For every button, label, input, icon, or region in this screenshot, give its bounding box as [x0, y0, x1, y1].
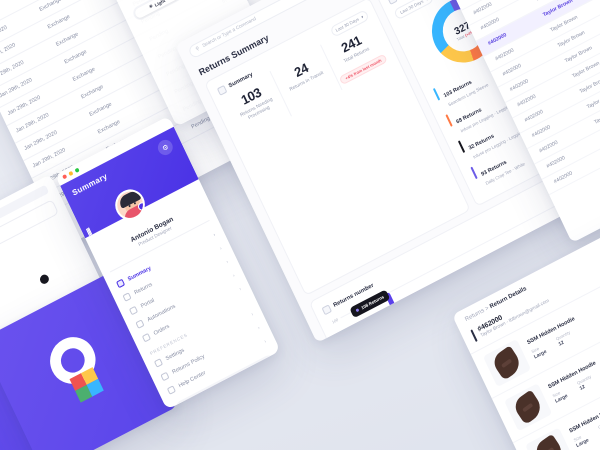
maximize-icon[interactable]	[74, 167, 80, 173]
close-icon[interactable]	[62, 173, 68, 180]
hoodie-icon	[511, 389, 546, 426]
moon-icon: ☾	[241, 371, 247, 379]
chevron-right-icon: ›	[218, 245, 223, 252]
y-tick: 75	[340, 331, 347, 339]
product-thumbnail	[503, 383, 553, 432]
most-returned-icon	[387, 0, 399, 5]
chart-bar[interactable]	[355, 338, 376, 344]
theme-option-label: Light	[153, 0, 166, 8]
most-returned-range-label: Last 30 Days	[399, 0, 425, 16]
product-thumbnail	[482, 338, 532, 388]
search-icon: ⚲	[195, 46, 201, 53]
grid-icon	[115, 278, 126, 289]
theme-option-label: Light	[199, 390, 212, 401]
chevron-down-icon: ▾	[424, 0, 429, 2]
sun-icon: ☀	[193, 396, 200, 403]
chevron-right-icon: ›	[225, 258, 230, 265]
doc-icon	[160, 371, 170, 382]
black-dot-decor	[38, 273, 51, 286]
box-icon	[122, 292, 132, 302]
help-icon	[166, 385, 177, 395]
y-tick: 100	[331, 317, 340, 325]
mouse-cursor-icon	[376, 310, 386, 321]
chevron-right-icon: ›	[256, 324, 261, 331]
chevron-right-icon: ›	[263, 338, 268, 345]
minimize-icon[interactable]	[68, 170, 74, 177]
chevron-right-icon: ›	[238, 285, 243, 292]
chart-bar[interactable]	[384, 292, 417, 344]
theme-toggle-back[interactable]: ☀Light☾Dark	[130, 0, 226, 23]
hoodie-icon	[532, 433, 567, 450]
chevron-right-icon: ›	[250, 311, 255, 318]
theme-option-label: Dark	[246, 366, 258, 376]
legend-color-swatch	[433, 87, 441, 101]
window-icon	[128, 305, 139, 316]
tooltip-dot-icon	[355, 308, 360, 313]
theme-option-light[interactable]: ☀ Light	[133, 0, 181, 20]
brand-logo-icon	[42, 324, 118, 403]
sun-icon: ☀	[148, 3, 154, 10]
legend-color-swatch	[458, 140, 466, 153]
hoodie-icon	[490, 345, 524, 381]
bolt-icon	[135, 319, 145, 329]
chevron-down-icon: ▾	[360, 13, 365, 20]
legend-color-swatch	[470, 166, 478, 180]
chevron-right-icon: ›	[231, 272, 236, 279]
legend-color-swatch	[445, 114, 453, 127]
gear-icon	[153, 358, 164, 368]
chart-icon	[321, 303, 332, 315]
help-icon	[123, 0, 133, 1]
cart-icon	[141, 332, 152, 343]
order-id-row: #402000	[0, 230, 69, 307]
x-tick: Jan 10	[450, 334, 463, 344]
chevron-right-icon: ›	[212, 231, 217, 238]
accent-mark	[470, 329, 478, 342]
